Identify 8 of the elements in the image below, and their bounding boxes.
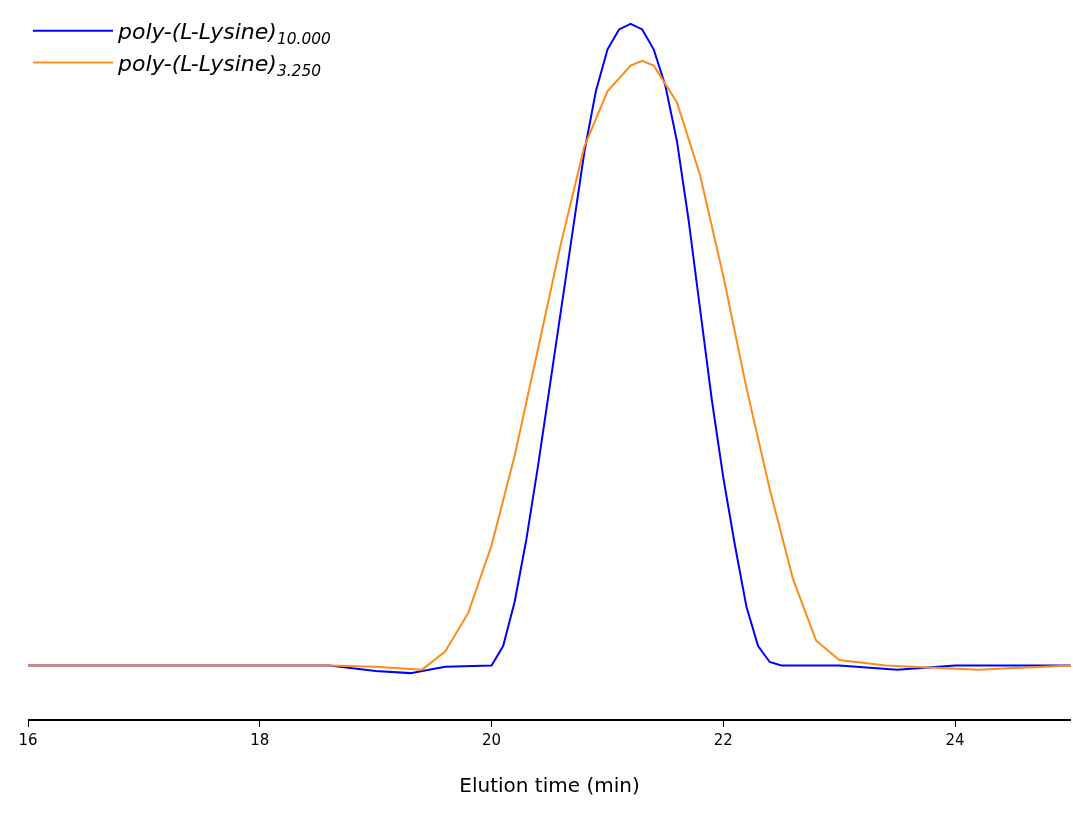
- legend-label: poly-(L-Lysine)$_{10.000}$: [117, 19, 331, 48]
- legend-label: poly-(L-Lysine)$_{3.250}$: [117, 50, 322, 80]
- x-tick-label: 18: [250, 730, 270, 749]
- x-tick-label: 24: [945, 730, 965, 749]
- x-tick-label: 16: [18, 730, 38, 749]
- x-axis-title: Elution time (min): [459, 772, 640, 797]
- x-tick-label: 22: [713, 730, 733, 749]
- x-tick-label: 20: [482, 730, 502, 749]
